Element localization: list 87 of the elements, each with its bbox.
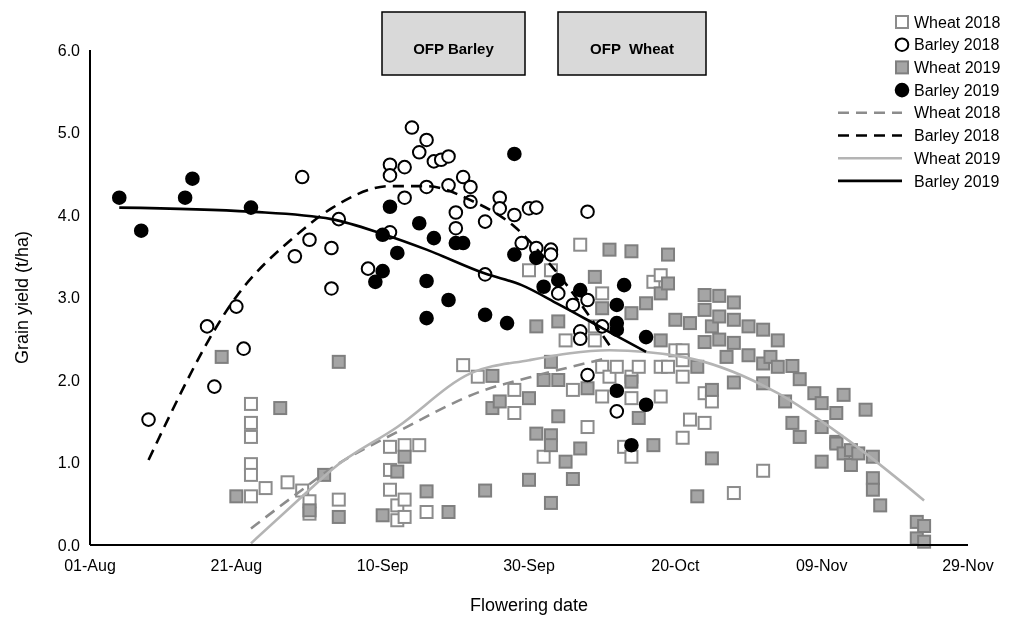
point (580, 204, 595, 219)
point (609, 404, 625, 419)
point (463, 179, 478, 195)
point (477, 214, 493, 229)
x-tick-label: 21-Aug (210, 557, 263, 574)
point (375, 263, 390, 279)
point (609, 297, 625, 313)
point (507, 247, 522, 262)
point (207, 379, 222, 394)
point (499, 315, 515, 331)
point (397, 159, 412, 175)
legend-label: Barley 2018 (914, 36, 1000, 54)
x-tick-label: 20-Oct (651, 557, 700, 574)
point (397, 190, 412, 205)
point (529, 200, 544, 215)
point (529, 250, 544, 266)
point (368, 274, 383, 290)
point (177, 190, 193, 205)
legend-label: Barley 2019 (914, 81, 1000, 99)
point (448, 205, 464, 220)
point (419, 310, 434, 326)
y-tick-label: 0.0 (57, 536, 81, 554)
point (419, 273, 434, 289)
point (411, 145, 427, 160)
point (390, 245, 405, 261)
legend-label: Wheat 2018 (914, 13, 1001, 31)
legend-label: Wheat 2019 (914, 149, 1001, 167)
point (448, 220, 464, 236)
point (441, 178, 456, 193)
point (294, 169, 310, 185)
point (419, 132, 434, 148)
point (185, 171, 200, 186)
point (199, 319, 215, 334)
annotation: OFP Wheat (590, 39, 674, 57)
legend-label: Wheat 2019 (914, 59, 1001, 76)
point (580, 367, 595, 383)
y-tick-label: 1.0 (57, 454, 81, 472)
point (382, 168, 398, 183)
annotation: OFP Barley (413, 39, 495, 57)
y-tick-label: 5.0 (57, 124, 81, 142)
legend-label: Barley 2019 (914, 172, 1000, 190)
point (324, 281, 339, 296)
point (133, 223, 149, 238)
point (324, 240, 339, 256)
y-tick-label: 4.0 (57, 206, 81, 224)
x-tick-label: 09-Nov (795, 557, 848, 574)
point (382, 199, 398, 215)
point (411, 215, 427, 231)
point (543, 247, 559, 262)
legend-label: Wheat 2018 (914, 104, 1001, 122)
y-tick-label: 3.0 (57, 289, 81, 307)
point (609, 383, 625, 399)
point (572, 282, 588, 298)
point (426, 230, 442, 246)
x-tick-label: 30-Sep (503, 557, 555, 574)
point (624, 437, 639, 453)
point (616, 277, 632, 293)
point (404, 120, 420, 135)
point (441, 149, 456, 164)
point (550, 286, 566, 301)
point (507, 207, 522, 223)
point (514, 235, 529, 251)
point (236, 341, 251, 356)
x-tick-label: 10-Sep (356, 557, 409, 574)
point (492, 201, 508, 216)
point (638, 397, 654, 413)
y-tick-label: 2.0 (57, 371, 81, 389)
point (111, 190, 127, 205)
point (141, 412, 156, 427)
y-tick-label: 6.0 (57, 41, 81, 59)
point (507, 146, 522, 162)
legend-label: Barley 2018 (914, 127, 1000, 145)
x-tick-label: 01-Aug (64, 557, 116, 574)
point (580, 292, 595, 308)
point (229, 299, 244, 314)
x-axis-title: Flowering date (469, 595, 589, 615)
point (572, 331, 588, 347)
x-tick-label: 29-Nov (942, 557, 994, 574)
point (302, 232, 317, 248)
point (287, 248, 303, 264)
y-axis-title: Grain yield (t/ha) (12, 230, 32, 365)
point (477, 307, 493, 323)
point (360, 261, 376, 276)
point (441, 292, 456, 308)
point (638, 329, 654, 345)
point (455, 169, 471, 185)
point (536, 279, 551, 295)
